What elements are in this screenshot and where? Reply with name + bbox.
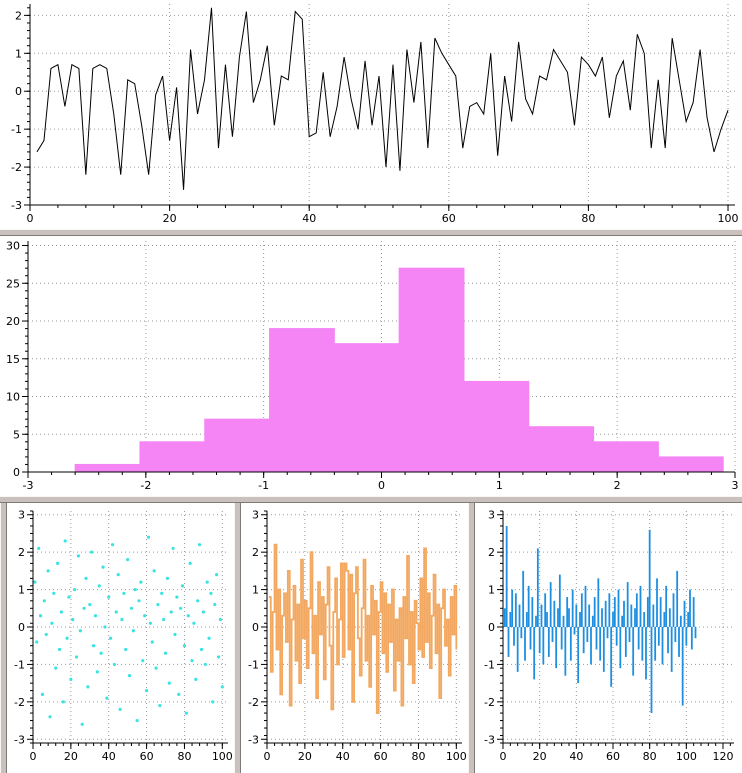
svg-text:120: 120: [713, 750, 734, 763]
svg-text:0: 0: [15, 85, 22, 98]
svg-text:-1: -1: [484, 658, 495, 671]
svg-text:-2: -2: [484, 696, 495, 709]
svg-text:0: 0: [378, 479, 385, 492]
svg-text:-1: -1: [258, 479, 269, 492]
svg-text:3: 3: [252, 509, 259, 522]
svg-text:80: 80: [177, 750, 191, 763]
horizontal-pane-divider[interactable]: [0, 496, 742, 503]
svg-text:-2: -2: [248, 696, 259, 709]
svg-text:1: 1: [488, 584, 495, 597]
svg-text:100: 100: [212, 750, 233, 763]
svg-text:15: 15: [6, 353, 20, 366]
svg-text:30: 30: [6, 240, 20, 253]
svg-text:40: 40: [569, 750, 583, 763]
scatter-panel: 0 20 40 60 80 100 -3 -2 -1 0 1 2 3: [7, 503, 234, 773]
svg-text:2: 2: [614, 479, 621, 492]
svg-text:-3: -3: [14, 733, 25, 746]
svg-text:60: 60: [442, 212, 456, 225]
scatter-chart: 0 20 40 60 80 100 -3 -2 -1 0 1 2 3: [14, 509, 233, 763]
svg-text:100: 100: [676, 750, 697, 763]
svg-text:-3: -3: [248, 733, 259, 746]
svg-text:80: 80: [643, 750, 657, 763]
svg-text:80: 80: [581, 212, 595, 225]
svg-text:40: 40: [336, 750, 350, 763]
svg-text:-2: -2: [11, 161, 22, 174]
svg-text:-3: -3: [23, 479, 34, 492]
svg-text:60: 60: [140, 750, 154, 763]
svg-text:0: 0: [488, 621, 495, 634]
svg-text:2: 2: [15, 9, 22, 22]
svg-text:40: 40: [302, 212, 316, 225]
svg-text:20: 20: [533, 750, 547, 763]
svg-text:1: 1: [496, 479, 503, 492]
step-plot-panel: 0 20 40 60 80 100 -3 -2 -1 0 1 2 3: [241, 503, 468, 773]
svg-text:80: 80: [411, 750, 425, 763]
svg-text:10: 10: [6, 391, 20, 404]
svg-text:2: 2: [18, 546, 25, 559]
horizontal-pane-divider[interactable]: [0, 229, 742, 236]
svg-text:0: 0: [18, 621, 25, 634]
svg-text:100: 100: [718, 212, 739, 225]
svg-text:-3: -3: [11, 199, 22, 212]
svg-text:3: 3: [18, 509, 25, 522]
svg-text:3: 3: [488, 509, 495, 522]
svg-text:20: 20: [298, 750, 312, 763]
svg-text:20: 20: [163, 212, 177, 225]
svg-text:0: 0: [27, 212, 34, 225]
vertical-pane-divider[interactable]: [468, 503, 475, 773]
svg-text:0: 0: [264, 750, 271, 763]
svg-text:20: 20: [64, 750, 78, 763]
svg-text:-1: -1: [248, 658, 259, 671]
svg-text:0: 0: [30, 750, 37, 763]
svg-text:2: 2: [252, 546, 259, 559]
svg-text:100: 100: [446, 750, 467, 763]
svg-text:1: 1: [15, 47, 22, 60]
vertical-pane-divider[interactable]: [0, 503, 7, 773]
svg-text:0: 0: [252, 621, 259, 634]
svg-text:40: 40: [102, 750, 116, 763]
svg-text:-1: -1: [11, 123, 22, 136]
svg-text:20: 20: [6, 315, 20, 328]
stem-chart: 0 20 40 60 80 100 120 -3 -2 -1 0 1 2 3: [484, 509, 734, 763]
line-chart-panel: 0 20 40 60 80 100 -3 -2 -1 0 1 2: [0, 0, 742, 229]
svg-text:2: 2: [488, 546, 495, 559]
stem-plot-panel: 0 20 40 60 80 100 120 -3 -2 -1 0 1 2 3: [475, 503, 742, 773]
svg-text:1: 1: [252, 584, 259, 597]
svg-text:60: 60: [374, 750, 388, 763]
svg-text:5: 5: [13, 428, 20, 441]
svg-text:-2: -2: [140, 479, 151, 492]
svg-text:0: 0: [500, 750, 507, 763]
vertical-pane-divider[interactable]: [234, 503, 241, 773]
svg-text:-3: -3: [484, 733, 495, 746]
svg-text:25: 25: [6, 277, 20, 290]
svg-text:60: 60: [606, 750, 620, 763]
svg-text:-2: -2: [14, 696, 25, 709]
svg-text:-1: -1: [14, 658, 25, 671]
histogram-panel: -3 -2 -1 0 1 2 3 0 5 10 15 20 25 30: [0, 236, 742, 496]
step-chart: 0 20 40 60 80 100 -3 -2 -1 0 1 2 3: [248, 509, 467, 763]
svg-text:1: 1: [18, 584, 25, 597]
svg-text:0: 0: [13, 466, 20, 479]
line-chart: 0 20 40 60 80 100 -3 -2 -1 0 1 2: [11, 4, 739, 225]
svg-text:3: 3: [732, 479, 739, 492]
